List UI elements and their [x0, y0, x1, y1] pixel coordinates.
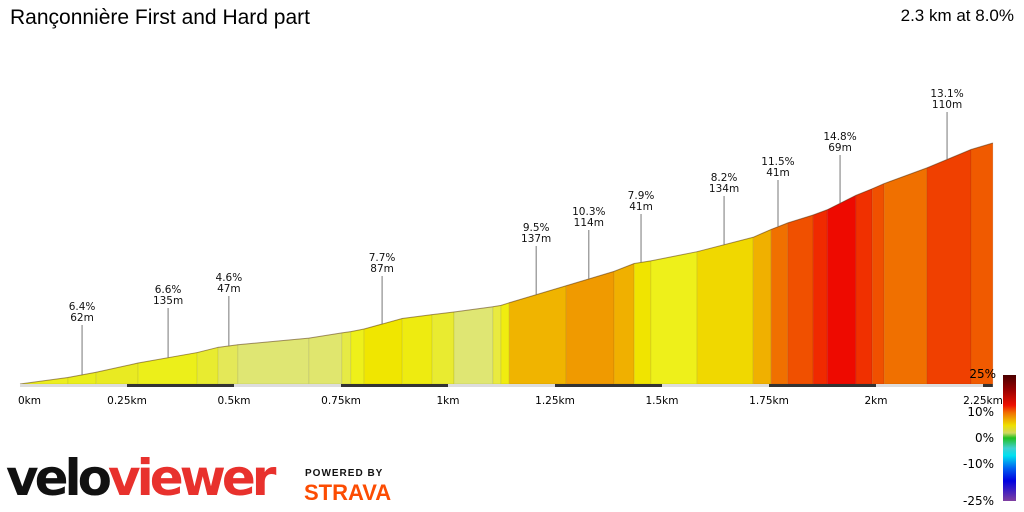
annotation-length: 114m — [574, 217, 604, 229]
profile-segment — [217, 344, 239, 385]
annotation-length: 47m — [217, 283, 241, 295]
distance-scale-bar — [20, 384, 993, 387]
x-tick-label: 1km — [437, 395, 460, 407]
annotation-grade: 8.2% — [711, 172, 738, 184]
profile-segment — [401, 314, 433, 385]
annotation-grade: 13.1% — [930, 88, 963, 100]
profile-segment — [855, 188, 873, 385]
annotation-length: 41m — [629, 201, 653, 213]
segment-annotations: 6.4%62m 6.6%135m 4.6%47m 7.7%87m 9.5%137m 10.… — [69, 88, 964, 375]
annotation-grade: 4.6% — [216, 272, 243, 284]
profile-segment — [95, 362, 139, 385]
segment-annotation[interactable]: 13.1%110m — [930, 88, 964, 160]
annotation-grade: 14.8% — [823, 131, 856, 143]
segment-annotation[interactable]: 14.8%69m — [823, 131, 857, 204]
scale-bar-dark-section — [983, 384, 993, 387]
profile-segment — [826, 194, 857, 385]
profile-segment — [970, 142, 994, 385]
scale-bar-base — [20, 384, 993, 387]
profile-segment — [363, 317, 403, 385]
annotation-length: 110m — [932, 99, 962, 111]
legend-label-0: 0% — [974, 431, 994, 445]
x-tick-label: 1.75km — [749, 395, 789, 407]
segment-annotation[interactable]: 7.9%41m — [628, 190, 655, 263]
x-tick-label: 0km — [18, 395, 41, 407]
veloviewer-logo[interactable]: veloviewer — [6, 448, 276, 508]
profile-segment — [787, 214, 814, 385]
segment-summary: 2.3 km at 8.0% — [900, 6, 1014, 25]
profile-segment — [633, 260, 652, 385]
segment-annotation[interactable]: 6.6%135m — [153, 284, 183, 358]
profile-segment — [308, 332, 343, 385]
profile-segment — [650, 251, 698, 385]
profile-segment — [565, 270, 615, 385]
annotation-grade: 7.9% — [628, 190, 655, 202]
legend-label-10: 10% — [967, 405, 994, 419]
segment-annotation[interactable]: 11.5%41m — [761, 156, 795, 227]
scale-bar-dark-section — [341, 384, 448, 387]
segment-annotation[interactable]: 10.3%114m — [572, 206, 606, 279]
profile-segment — [341, 331, 352, 385]
segment-annotation[interactable]: 6.4%62m — [69, 301, 96, 375]
annotation-grade: 7.7% — [369, 252, 396, 264]
x-tick-label: 2km — [865, 395, 888, 407]
powered-by-label: POWERED BY — [305, 468, 384, 479]
x-tick-label: 0.25km — [107, 395, 147, 407]
profile-segment — [196, 346, 219, 385]
annotation-grade: 10.3% — [572, 206, 605, 218]
gradient-color-legend — [1003, 375, 1016, 501]
profile-segment — [871, 182, 885, 385]
profile-segment — [812, 209, 828, 385]
annotation-grade: 11.5% — [761, 156, 794, 168]
profile-segment — [453, 306, 494, 385]
x-tick-label: 1.5km — [645, 395, 678, 407]
segment-title: Rançonnière First and Hard part — [10, 6, 310, 29]
segment-annotation[interactable]: 4.6%47m — [216, 272, 243, 346]
annotation-length: 134m — [709, 183, 739, 195]
segment-annotation[interactable]: 9.5%137m — [521, 222, 551, 295]
x-tick-label: 0.5km — [217, 395, 250, 407]
profile-outline — [19, 142, 993, 385]
strava-logo[interactable]: STRAVA — [304, 480, 392, 505]
profile-segment — [500, 302, 510, 385]
annotation-length: 87m — [370, 263, 394, 275]
profile-segment — [752, 228, 772, 385]
annotation-length: 41m — [766, 167, 790, 179]
annotation-length: 137m — [521, 233, 551, 245]
profile-segment — [350, 328, 365, 385]
profile-segment — [431, 311, 455, 385]
segment-annotation[interactable]: 7.7%87m — [369, 252, 396, 325]
profile-segment — [237, 337, 310, 385]
profile-segment — [883, 167, 928, 385]
legend-label-minus-25: -25% — [962, 494, 994, 508]
logo-velo: velo — [6, 449, 112, 507]
profile-segment — [696, 236, 754, 385]
scale-bar-dark-section — [555, 384, 662, 387]
x-tick-label: 0.75km — [321, 395, 361, 407]
scale-bar-dark-section — [769, 384, 876, 387]
x-axis-ticks: 0km 0.25km 0.5km 0.75km 1km 1.25km 1.5km 1.75km… — [18, 395, 1003, 407]
logo-viewer: viewer — [108, 449, 276, 507]
annotation-grade: 9.5% — [523, 222, 550, 234]
legend-label-minus-10: -10% — [962, 457, 994, 471]
x-tick-label: 1.25km — [535, 395, 575, 407]
profile-segment — [492, 304, 502, 385]
profile-segments — [19, 142, 994, 385]
profile-segment — [613, 262, 635, 385]
profile-segment — [770, 222, 789, 385]
annotation-length: 62m — [70, 312, 94, 324]
annotation-length: 69m — [828, 142, 852, 154]
scale-bar-dark-section — [127, 384, 234, 387]
segment-annotation[interactable]: 8.2%134m — [709, 172, 739, 245]
annotation-length: 135m — [153, 295, 183, 307]
legend-label-25: 25% — [969, 367, 996, 381]
profile-segment — [926, 148, 972, 385]
elevation-profile-chart: 0km 0.25km 0.5km 0.75km 1km 1.25km 1.5km 1.75km… — [18, 88, 1003, 407]
annotation-grade: 6.4% — [69, 301, 96, 313]
annotation-grade: 6.6% — [155, 284, 182, 296]
x-tick-label: 2.25km — [963, 395, 1003, 407]
